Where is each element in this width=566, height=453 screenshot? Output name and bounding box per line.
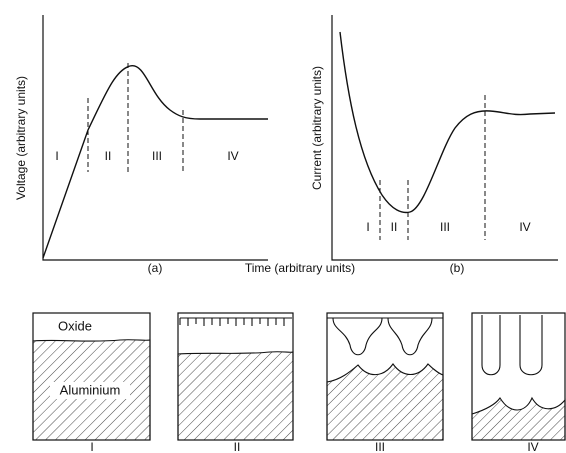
panel-b: I II III IV Current (arbitrary units) (b… [310, 15, 558, 275]
caption: (a) [148, 261, 163, 275]
stage-label: I [90, 440, 93, 453]
region-label: III [152, 149, 162, 163]
region-label: II [105, 149, 112, 163]
region-label: IV [519, 220, 530, 234]
stage-3: III [326, 312, 444, 453]
pores [481, 315, 543, 376]
x-axis-label: Time (arbitrary units) [245, 261, 355, 275]
stage-label: III [375, 440, 385, 453]
stage-2: II [177, 312, 294, 453]
region-label: IV [227, 149, 238, 163]
metal [177, 351, 294, 441]
voltage-curve [42, 65, 268, 259]
metal [326, 363, 444, 441]
region-label: I [55, 149, 58, 163]
caption: (b) [450, 261, 465, 275]
region-label: I [366, 220, 369, 234]
axes [42, 15, 268, 261]
pores [327, 317, 443, 356]
region-label: III [440, 220, 450, 234]
layer-label: Oxide [58, 318, 92, 333]
layer-label: Aluminium [60, 382, 121, 397]
metal [471, 396, 566, 441]
axes [331, 15, 558, 261]
stage-label: II [234, 440, 241, 453]
label-bg [50, 382, 130, 399]
panel-a: I II III IV Voltage (arbitrary units) (a… [14, 15, 268, 275]
stage-label: IV [527, 440, 538, 453]
current-curve [339, 31, 556, 214]
stage-1: Oxide Aluminium I [32, 312, 151, 453]
region-label: II [391, 220, 398, 234]
y-axis-label: Current (arbitrary units) [310, 66, 324, 190]
pores [179, 317, 292, 326]
stage-4: IV [471, 312, 566, 453]
y-axis-label: Voltage (arbitrary units) [14, 76, 28, 200]
